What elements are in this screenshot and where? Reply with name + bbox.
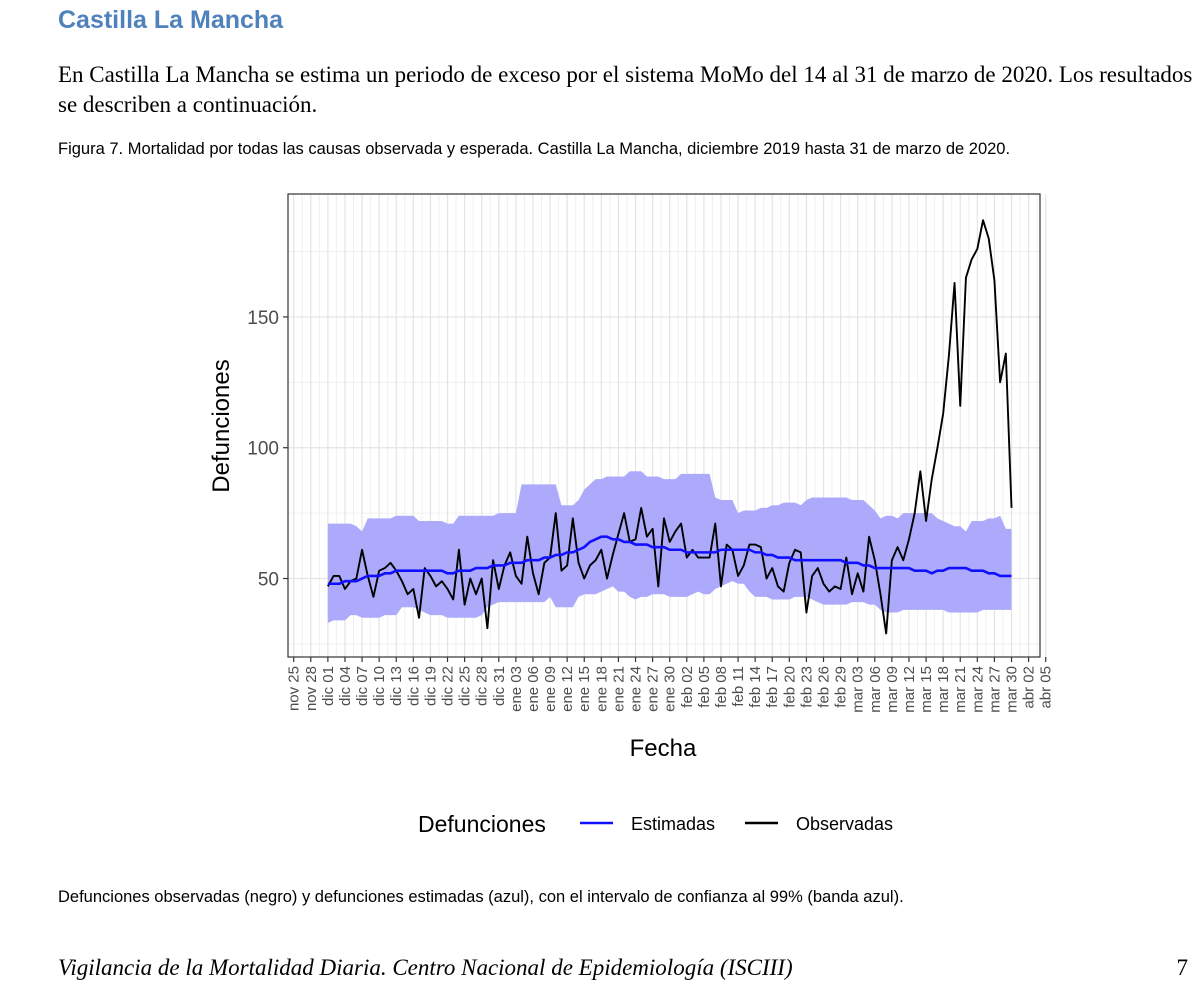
series-line-estimadas	[327, 535, 1012, 586]
x-tick-label: mar 15	[918, 666, 935, 713]
section-heading: Castilla La Mancha	[58, 6, 284, 34]
x-tick-label: feb 14	[747, 666, 764, 708]
x-tick-label: dic 19	[422, 666, 439, 706]
x-tick-label: ene 27	[645, 666, 662, 712]
series-line-observadas	[327, 219, 1013, 635]
x-tick-label: mar 03	[850, 666, 867, 713]
page-number: 7	[1176, 955, 1189, 980]
x-tick-label: mar 18	[935, 666, 952, 713]
x-tick-label: dic 10	[371, 666, 388, 706]
figure-caption: Figura 7. Mortalidad por todas las causa…	[58, 140, 1011, 158]
x-tick-label: mar 06	[867, 666, 884, 713]
x-tick-label: feb 17	[764, 666, 781, 708]
x-tick-label: ene 09	[542, 666, 559, 712]
x-tick-label: ene 30	[662, 666, 679, 712]
x-tick-label: dic 22	[440, 666, 457, 706]
y-axis: 50 100 150	[247, 308, 288, 591]
x-tick-label: feb 05	[696, 666, 713, 708]
figure-note: Defunciones observadas (negro) y defunci…	[58, 888, 904, 906]
x-tick-label: feb 29	[833, 666, 850, 708]
x-tick-label: feb 26	[816, 666, 833, 708]
x-tick-label: abr 02	[1021, 666, 1038, 709]
x-tick-label: mar 12	[901, 666, 918, 713]
x-tick-label: mar 09	[884, 666, 901, 713]
x-tick-label: feb 20	[781, 666, 798, 708]
x-tick-label: abr 05	[1038, 666, 1055, 709]
x-tick-label: ene 12	[559, 666, 576, 712]
x-tick-label: ene 06	[525, 666, 542, 712]
x-axis-title: Fecha	[630, 735, 697, 762]
x-tick-label: ene 24	[628, 666, 645, 712]
series-lines	[327, 219, 1013, 635]
legend-title: Defunciones	[418, 811, 546, 837]
x-axis: nov 25 nov 28 dic 01 dic 04 dic 07 dic 10 dic …	[286, 657, 1055, 713]
x-tick-label: dic 31	[491, 666, 508, 706]
legend: Defunciones Estimadas Observadas	[418, 811, 893, 837]
x-tick-label: dic 04	[337, 666, 354, 706]
y-axis-title: Defunciones	[208, 359, 235, 492]
x-tick-label: dic 28	[474, 666, 491, 706]
x-tick-label: ene 03	[508, 666, 525, 712]
x-tick-label: mar 27	[986, 666, 1003, 713]
intro-paragraph: En Castilla La Mancha se estima un perio…	[58, 62, 1193, 117]
x-tick-label: mar 30	[1004, 666, 1021, 713]
y-tick-label: 50	[258, 570, 279, 591]
x-tick-label: dic 13	[388, 666, 405, 706]
x-tick-label: ene 15	[576, 666, 593, 712]
x-tick-label: feb 11	[730, 666, 747, 707]
y-tick-label: 150	[247, 308, 279, 329]
legend-label-observadas: Observadas	[796, 814, 893, 834]
x-tick-label: feb 23	[798, 666, 815, 708]
x-tick-label: feb 02	[679, 666, 696, 708]
x-tick-label: nov 25	[286, 666, 303, 711]
x-tick-label: dic 07	[354, 666, 371, 706]
x-tick-label: dic 01	[320, 666, 337, 706]
x-tick-label: ene 18	[593, 666, 610, 712]
x-tick-label: mar 24	[969, 666, 986, 713]
x-tick-label: mar 21	[952, 666, 969, 713]
x-tick-label: feb 08	[713, 666, 730, 708]
x-tick-label: dic 25	[457, 666, 474, 706]
legend-label-estimadas: Estimadas	[631, 814, 715, 834]
x-tick-label: nov 28	[303, 666, 320, 711]
panel-frame	[287, 193, 1041, 658]
panel-border	[287, 193, 1041, 658]
page-footer: Vigilancia de la Mortalidad Diaria. Cent…	[58, 955, 793, 980]
x-tick-label: dic 16	[405, 666, 422, 706]
y-tick-label: 100	[247, 439, 279, 460]
x-tick-label: ene 21	[610, 666, 627, 712]
